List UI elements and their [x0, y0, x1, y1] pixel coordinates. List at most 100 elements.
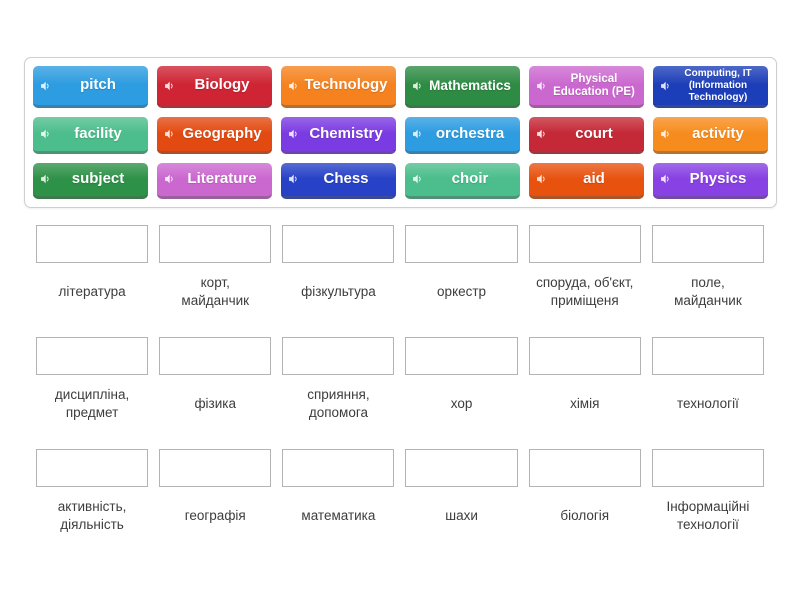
answer-cell: сприяння, допомога: [282, 337, 395, 449]
answer-dropzone[interactable]: [36, 449, 149, 487]
speaker-icon[interactable]: [164, 79, 177, 92]
answer-label: технології: [676, 396, 739, 412]
answer-cell: активність, діяльність: [36, 449, 149, 561]
answer-cell: дисципліна, предмет: [36, 337, 149, 449]
word-tile-facility[interactable]: facility: [33, 117, 148, 154]
word-tile-label: Physics: [689, 169, 747, 187]
answer-dropzone[interactable]: [282, 337, 395, 375]
word-tile-biology[interactable]: Biology: [157, 66, 272, 109]
word-tile-literature[interactable]: Literature: [157, 162, 272, 199]
answer-label: географія: [184, 508, 246, 524]
answer-cell: поле, майданчик: [651, 225, 764, 337]
word-tile-label: Biology: [194, 76, 250, 94]
answer-dropzone[interactable]: [651, 225, 764, 263]
answer-dropzone[interactable]: [528, 449, 641, 487]
speaker-icon[interactable]: [288, 173, 301, 186]
answer-dropzone[interactable]: [282, 449, 395, 487]
speaker-icon[interactable]: [40, 79, 53, 92]
speaker-icon[interactable]: [288, 79, 301, 92]
word-tile-label: activity: [692, 124, 744, 142]
answer-label: шахи: [445, 508, 478, 524]
speaker-icon[interactable]: [536, 79, 549, 92]
word-tile-label: orchestra: [435, 124, 505, 142]
answer-cell: фізкультура: [282, 225, 395, 337]
answer-dropzone[interactable]: [36, 225, 149, 263]
speaker-icon[interactable]: [164, 173, 177, 186]
answer-dropzone[interactable]: [528, 225, 641, 263]
answer-dropzone[interactable]: [405, 337, 518, 375]
word-tile-aid[interactable]: aid: [529, 162, 644, 199]
speaker-icon[interactable]: [536, 128, 549, 141]
answer-dropzone[interactable]: [282, 225, 395, 263]
word-tile-label: Technology: [304, 76, 388, 94]
answer-cell: оркестр: [405, 225, 518, 337]
answer-dropzone[interactable]: [651, 337, 764, 375]
answer-label: література: [58, 284, 126, 300]
word-tile-court[interactable]: court: [529, 117, 644, 154]
answer-dropzone[interactable]: [528, 337, 641, 375]
word-tile-label: Literature: [187, 169, 257, 187]
answer-label: корт, майданчик: [181, 275, 250, 308]
word-tile-panel: pitch Biology Technology Mathematics Phy…: [24, 57, 777, 208]
word-tile-label: Physical Education (PE): [553, 72, 635, 98]
answer-cell: Інформаційні технології: [651, 449, 764, 561]
word-tile-physical-education[interactable]: Physical Education (PE): [529, 66, 644, 109]
word-tile-chemistry[interactable]: Chemistry: [281, 117, 396, 154]
speaker-icon[interactable]: [660, 79, 673, 92]
word-tile-label: Mathematics: [429, 78, 511, 94]
answer-label: хімія: [570, 396, 600, 412]
word-tile-label: facility: [74, 124, 122, 142]
word-tile-label: pitch: [80, 76, 116, 94]
answer-dropzone[interactable]: [651, 449, 764, 487]
word-tile-label: aid: [583, 169, 605, 187]
answer-label: споруда, об'єкт, приміщеня: [536, 275, 634, 308]
speaker-icon[interactable]: [288, 128, 301, 141]
answer-dropzone[interactable]: [159, 225, 272, 263]
answer-label: хор: [450, 396, 473, 412]
word-tile-activity[interactable]: activity: [653, 117, 768, 154]
word-tile-geography[interactable]: Geography: [157, 117, 272, 154]
answer-label: сприяння, допомога: [307, 387, 370, 420]
word-tile-pitch[interactable]: pitch: [33, 66, 148, 109]
speaker-icon[interactable]: [536, 173, 549, 186]
answer-cell: географія: [159, 449, 272, 561]
answer-label: поле, майданчик: [674, 275, 742, 308]
answer-cell: література: [36, 225, 149, 337]
answer-dropzone[interactable]: [159, 337, 272, 375]
answer-label: дисципліна, предмет: [54, 387, 130, 420]
word-tile-physics[interactable]: Physics: [653, 162, 768, 199]
word-tile-subject[interactable]: subject: [33, 162, 148, 199]
word-tile-label: Chemistry: [309, 124, 383, 142]
answer-cell: споруда, об'єкт, приміщеня: [528, 225, 641, 337]
answer-dropzone[interactable]: [159, 449, 272, 487]
speaker-icon[interactable]: [412, 128, 425, 141]
speaker-icon[interactable]: [412, 173, 425, 186]
speaker-icon[interactable]: [40, 173, 53, 186]
answer-label: біологія: [560, 508, 610, 524]
answer-dropzone[interactable]: [405, 449, 518, 487]
word-tile-mathematics[interactable]: Mathematics: [405, 66, 520, 109]
word-tile-orchestra[interactable]: orchestra: [405, 117, 520, 154]
speaker-icon[interactable]: [660, 128, 673, 141]
answer-cell: математика: [282, 449, 395, 561]
answer-label: математика: [301, 508, 376, 524]
word-tile-technology[interactable]: Technology: [281, 66, 396, 109]
word-tile-label: subject: [71, 169, 125, 187]
answer-dropzone[interactable]: [36, 337, 149, 375]
word-tile-label: Computing, IT (Information Technology): [684, 68, 752, 103]
answer-cell: біологія: [528, 449, 641, 561]
answer-label: активність, діяльність: [57, 499, 127, 532]
word-tile-chess[interactable]: Chess: [281, 162, 396, 199]
word-tile-label: Geography: [182, 124, 262, 142]
answer-cell: корт, майданчик: [159, 225, 272, 337]
word-tile-label: choir: [451, 169, 489, 187]
word-tile-choir[interactable]: choir: [405, 162, 520, 199]
speaker-icon[interactable]: [40, 128, 53, 141]
speaker-icon[interactable]: [164, 128, 177, 141]
answer-dropzone[interactable]: [405, 225, 518, 263]
speaker-icon[interactable]: [412, 79, 425, 92]
answer-cell: технології: [651, 337, 764, 449]
word-tile-label: court: [575, 124, 613, 142]
speaker-icon[interactable]: [660, 173, 673, 186]
word-tile-computing-it[interactable]: Computing, IT (Information Technology): [653, 66, 768, 109]
